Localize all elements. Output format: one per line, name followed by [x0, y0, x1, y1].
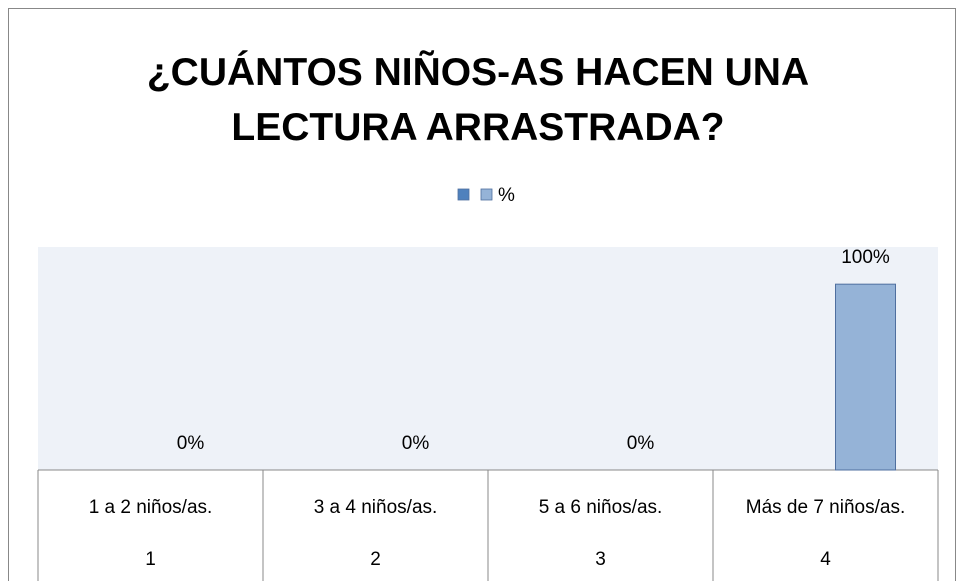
data-label: 0%: [402, 433, 430, 454]
legend-label: %: [498, 185, 515, 206]
x-tick-label: 3 a 4 niños/as.: [314, 497, 438, 518]
x-group-label: 2: [370, 549, 381, 570]
data-label: 0%: [627, 433, 655, 454]
x-tick-label: 1 a 2 niños/as.: [89, 497, 213, 518]
data-label: 0%: [177, 433, 205, 454]
x-group-label: 3: [595, 549, 606, 570]
legend-swatch: [480, 188, 493, 201]
x-tick-label: Más de 7 niños/as.: [746, 497, 905, 518]
x-group-label: 4: [820, 549, 831, 570]
x-tick-label: 5 a 6 niños/as.: [539, 497, 663, 518]
bar: [835, 283, 896, 471]
chart-title: ¿CUÁNTOS NIÑOS-AS HACEN UNA LECTURA ARRAS…: [147, 50, 809, 149]
data-label: 100%: [841, 247, 890, 268]
legend-swatch: [457, 188, 470, 201]
x-group-label: 1: [145, 549, 156, 570]
plot-area: [38, 247, 938, 470]
